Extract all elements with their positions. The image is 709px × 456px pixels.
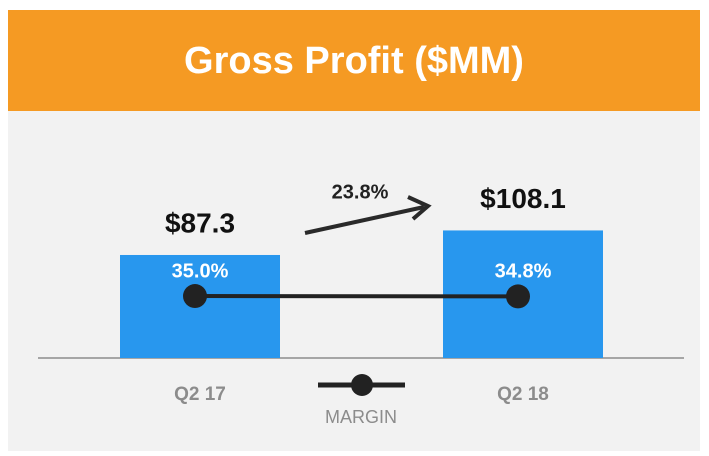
margin-marker [183,284,207,308]
legend-marker [351,374,373,396]
value-label: $87.3 [165,207,235,238]
x-tick-label: Q2 18 [497,384,549,405]
chart-title: Gross Profit ($MM) [184,40,524,82]
value-label: $108.1 [480,183,566,214]
annotation: 23.8% [332,181,389,203]
margin-marker [506,284,530,308]
margin-label: 35.0% [172,260,229,282]
legend-label: MARGIN [325,407,397,427]
x-tick-label: Q2 17 [174,384,226,405]
margin-label: 34.8% [495,261,552,283]
